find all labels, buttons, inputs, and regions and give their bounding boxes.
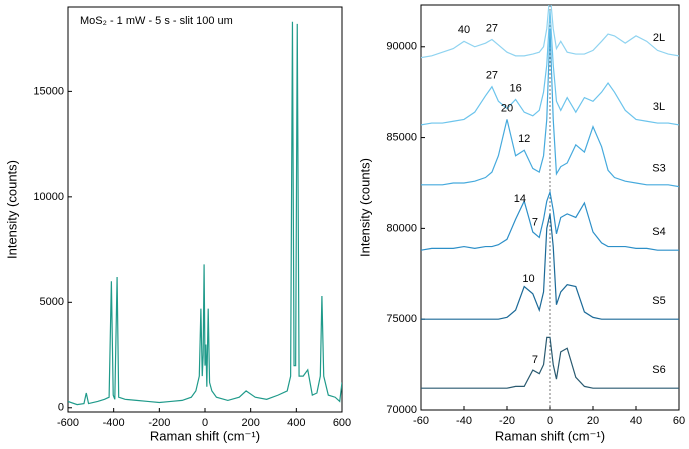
series-label: 2L (653, 32, 665, 44)
peak-label: 16 (509, 82, 521, 94)
peak-label: 40 (458, 24, 470, 36)
plot-lines (421, 5, 679, 389)
series-label: S6 (652, 364, 665, 376)
y-tick-label: 80000 (386, 222, 417, 234)
x-tick-label: -400 (103, 417, 125, 429)
y-tick-label: 75000 (386, 313, 417, 325)
y-axis-title: Intensity (counts) (357, 158, 372, 257)
x-tick-label: 20 (587, 415, 599, 427)
y-tick-label: 70000 (386, 404, 417, 416)
peak-label: 20 (501, 102, 513, 114)
y-axis-title: Intensity (counts) (4, 160, 19, 259)
x-tick-label: 0 (202, 417, 208, 429)
spectrum-line (421, 336, 679, 389)
spectrum-line (421, 28, 679, 188)
series-label: S3 (652, 163, 665, 175)
peak-label: 14 (514, 193, 526, 205)
series-label: S5 (652, 295, 665, 307)
x-tick-label: -60 (413, 415, 429, 427)
x-tick-label: -600 (57, 417, 79, 429)
x-tick-label: 600 (333, 417, 351, 429)
x-tick-label: -200 (148, 417, 170, 429)
x-axis-title: Raman shift (cm⁻¹) (495, 428, 605, 443)
peak-label: 27 (486, 70, 498, 82)
peak-label: 10 (522, 273, 534, 285)
x-tick-label: 400 (287, 417, 305, 429)
series-label: 3L (653, 101, 665, 113)
x-tick-label: 200 (241, 417, 259, 429)
peak-label: 7 (532, 217, 538, 229)
peak-label: 7 (532, 354, 538, 366)
x-tick-label: 0 (547, 415, 553, 427)
x-tick-label: -20 (499, 415, 515, 427)
x-axis-title: Raman shift (cm⁻¹) (150, 428, 260, 443)
series-label: S4 (652, 226, 665, 238)
y-tick-label: 85000 (386, 131, 417, 143)
peak-label: 12 (518, 133, 530, 145)
annotation: MoS₂ - 1 mW - 5 s - slit 100 um (80, 15, 233, 27)
y-tick-label: 15000 (33, 85, 64, 97)
plot-lines (68, 21, 342, 406)
spectrum-line (421, 10, 679, 126)
y-tick-label: 5000 (40, 296, 64, 308)
spectrum-line (421, 189, 679, 251)
x-tick-label: 40 (630, 415, 642, 427)
y-tick-label: 90000 (386, 41, 417, 53)
x-tick-label: -40 (456, 415, 472, 427)
x-tick-label: 60 (673, 415, 685, 427)
spectrum-line (421, 213, 679, 320)
peak-label: 27 (486, 22, 498, 34)
y-tick-label: 0 (58, 402, 64, 414)
spectrum-line (68, 21, 342, 406)
spectrum-line (421, 5, 679, 59)
y-tick-label: 10000 (33, 191, 64, 203)
